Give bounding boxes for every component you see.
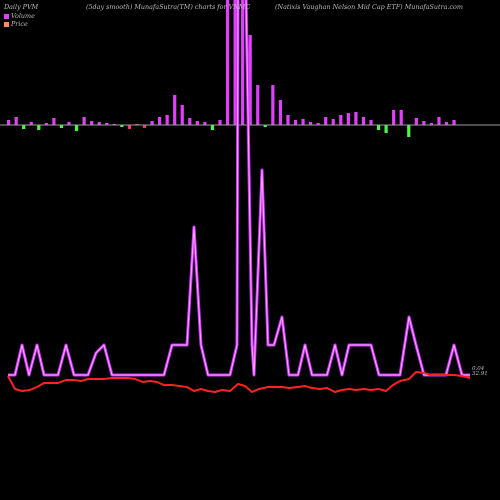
volume-bar: [301, 119, 305, 125]
series-lines: [7, 0, 471, 393]
volume-bar: [309, 122, 313, 125]
pvm-end-label: 0.04: [472, 366, 485, 372]
volume-bar: [437, 117, 441, 125]
chart-label-left: Daily PVM: [4, 3, 39, 11]
volume-bar: [293, 120, 298, 125]
volume-bar: [452, 120, 456, 125]
volume-bar: [444, 122, 449, 125]
volume-bar: [241, 0, 245, 125]
volume-bar: [165, 115, 169, 125]
volume-bar: [188, 118, 192, 125]
volume-bar: [7, 120, 11, 125]
volume-bar: [256, 85, 260, 125]
volume-bar: [429, 123, 433, 125]
volume-bar: [158, 117, 162, 125]
volume-bar: [37, 125, 41, 130]
volume-bar: [150, 121, 154, 125]
volume-bar: [97, 122, 101, 125]
legend-volume-label: Volume: [11, 12, 35, 20]
volume-bar: [271, 85, 275, 125]
volume-bar: [29, 122, 33, 125]
volume-bar: [369, 120, 373, 125]
volume-bar: [67, 122, 71, 125]
volume-bar: [90, 121, 94, 125]
pvm-line-highlight: [8, 0, 470, 376]
volume-bar: [399, 110, 403, 125]
volume-bar: [361, 117, 366, 125]
volume-bar: [248, 35, 252, 125]
volume-bar: [210, 125, 215, 130]
legend-volume: Volume: [4, 12, 35, 20]
volume-bar: [407, 125, 411, 137]
volume-bar: [263, 125, 267, 127]
volume-bar: [384, 125, 388, 133]
legend-volume-swatch: [4, 14, 9, 19]
volume-bar: [14, 117, 18, 125]
volume-bar: [203, 122, 207, 125]
volume-bar: [173, 95, 177, 125]
volume-bar: [233, 0, 237, 125]
volume-bar: [218, 120, 222, 125]
volume-bar: [331, 119, 335, 125]
volume-bar: [354, 112, 358, 125]
volume-bar: [52, 118, 56, 125]
legend-price-swatch: [4, 22, 9, 27]
volume-bar: [225, 0, 230, 125]
volume-bar: [278, 100, 282, 125]
legend-price: Price: [4, 20, 28, 28]
volume-bar: [82, 117, 86, 125]
volume-bar: [286, 115, 290, 125]
volume-bar: [324, 117, 328, 125]
volume-bar: [195, 121, 199, 125]
volume-bar: [392, 110, 396, 125]
volume-bar: [316, 123, 320, 125]
volume-bar: [422, 121, 426, 125]
volume-bar: [120, 125, 124, 127]
chart-subtitle: (Natixis Vaughan Nelson Mid Cap ETF) Mun…: [275, 3, 463, 11]
volume-bar: [339, 115, 343, 125]
volume-bar: [346, 113, 350, 125]
volume-bar: [59, 125, 64, 128]
price-line: [7, 371, 471, 393]
volume-bar: [376, 125, 381, 130]
price-end-label: 32.91: [472, 371, 488, 377]
legend-price-label: Price: [11, 20, 28, 28]
volume-bar: [414, 118, 418, 125]
chart-title: (5day smooth) MunafaSutra(TM) charts for…: [86, 3, 251, 11]
volume-bar: [142, 125, 147, 128]
volume-bar: [127, 125, 131, 129]
volume-bars: [7, 0, 456, 137]
volume-bar: [22, 125, 26, 129]
pvm-line: [8, 0, 470, 377]
volume-bar: [44, 123, 48, 125]
volume-bar: [74, 125, 79, 131]
volume-bar: [105, 123, 109, 125]
volume-bar: [180, 105, 184, 125]
